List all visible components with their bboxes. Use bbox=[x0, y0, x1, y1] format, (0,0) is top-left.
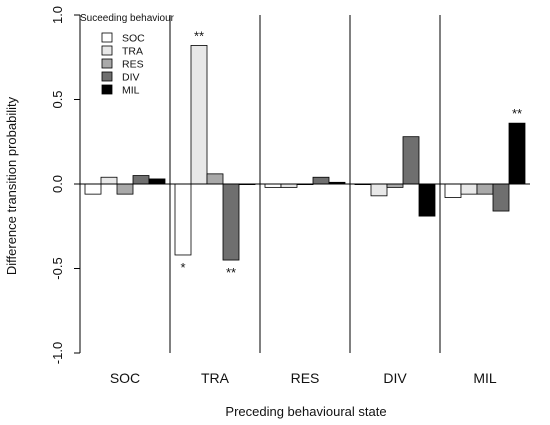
y-axis-title: Difference transition probability bbox=[4, 96, 19, 275]
bar-res-tra bbox=[280, 183, 298, 188]
bar-tra-soc bbox=[174, 183, 192, 256]
bar-soc-tra bbox=[100, 176, 118, 185]
y-tick-label: 1.0 bbox=[50, 6, 65, 24]
legend-title: Suceeding behaviour bbox=[80, 13, 175, 24]
bar-div-div bbox=[402, 136, 420, 185]
legend-swatch-div bbox=[101, 71, 113, 82]
x-tick-label: MIL bbox=[473, 370, 497, 386]
y-tick-label: -1.0 bbox=[50, 342, 65, 364]
bar-tra-res bbox=[206, 173, 224, 185]
significance-marker: ** bbox=[226, 265, 236, 280]
bar-soc-mil bbox=[148, 178, 166, 185]
y-tick-label: -0.5 bbox=[50, 257, 65, 279]
bar-soc-soc bbox=[84, 183, 102, 195]
significance-marker: ** bbox=[194, 28, 204, 43]
x-tick-label: SOC bbox=[110, 370, 140, 386]
bar-div-mil bbox=[418, 183, 436, 217]
significance-marker: * bbox=[180, 260, 185, 275]
legend-label-tra: TRA bbox=[122, 46, 143, 58]
bar-mil-div bbox=[492, 183, 510, 212]
significance-marker: ** bbox=[512, 106, 522, 121]
bar-mil-soc bbox=[444, 183, 462, 198]
bar-div-res bbox=[386, 183, 404, 188]
x-tick-labels: SOC TRA RES DIV MIL bbox=[110, 370, 497, 386]
x-tick-label: DIV bbox=[383, 370, 407, 386]
y-tick-label: 0.5 bbox=[50, 90, 65, 108]
x-axis-title: Preceding behavioural state bbox=[225, 404, 386, 419]
legend-label-res: RES bbox=[122, 59, 144, 71]
legend-swatch-soc bbox=[101, 32, 113, 43]
bar-soc-div bbox=[132, 175, 150, 185]
bars bbox=[84, 45, 526, 261]
bar-mil-mil bbox=[508, 122, 526, 185]
legend-label-soc: SOC bbox=[122, 33, 145, 45]
y-tick-label: 0.0 bbox=[50, 175, 65, 193]
legend-label-mil: MIL bbox=[122, 85, 140, 97]
y-axis: -1.0 -0.5 0.0 0.5 1.0 bbox=[50, 6, 81, 364]
bar-mil-tra bbox=[460, 183, 478, 195]
legend-label-div: DIV bbox=[122, 72, 140, 84]
bar-mil-res bbox=[476, 183, 494, 195]
bar-tra-div bbox=[222, 183, 240, 261]
legend-swatch-mil bbox=[101, 84, 113, 95]
bar-div-tra bbox=[370, 183, 388, 197]
bar-soc-res bbox=[116, 183, 134, 195]
bar-res-div bbox=[312, 176, 330, 185]
bar-res-soc bbox=[264, 183, 282, 188]
x-tick-label: RES bbox=[291, 370, 320, 386]
significance-annotations: ******* bbox=[180, 28, 522, 280]
x-tick-label: TRA bbox=[201, 370, 230, 386]
legend-swatch-tra bbox=[101, 45, 113, 56]
legend-swatch-res bbox=[101, 58, 113, 69]
bar-tra-tra bbox=[190, 45, 208, 185]
